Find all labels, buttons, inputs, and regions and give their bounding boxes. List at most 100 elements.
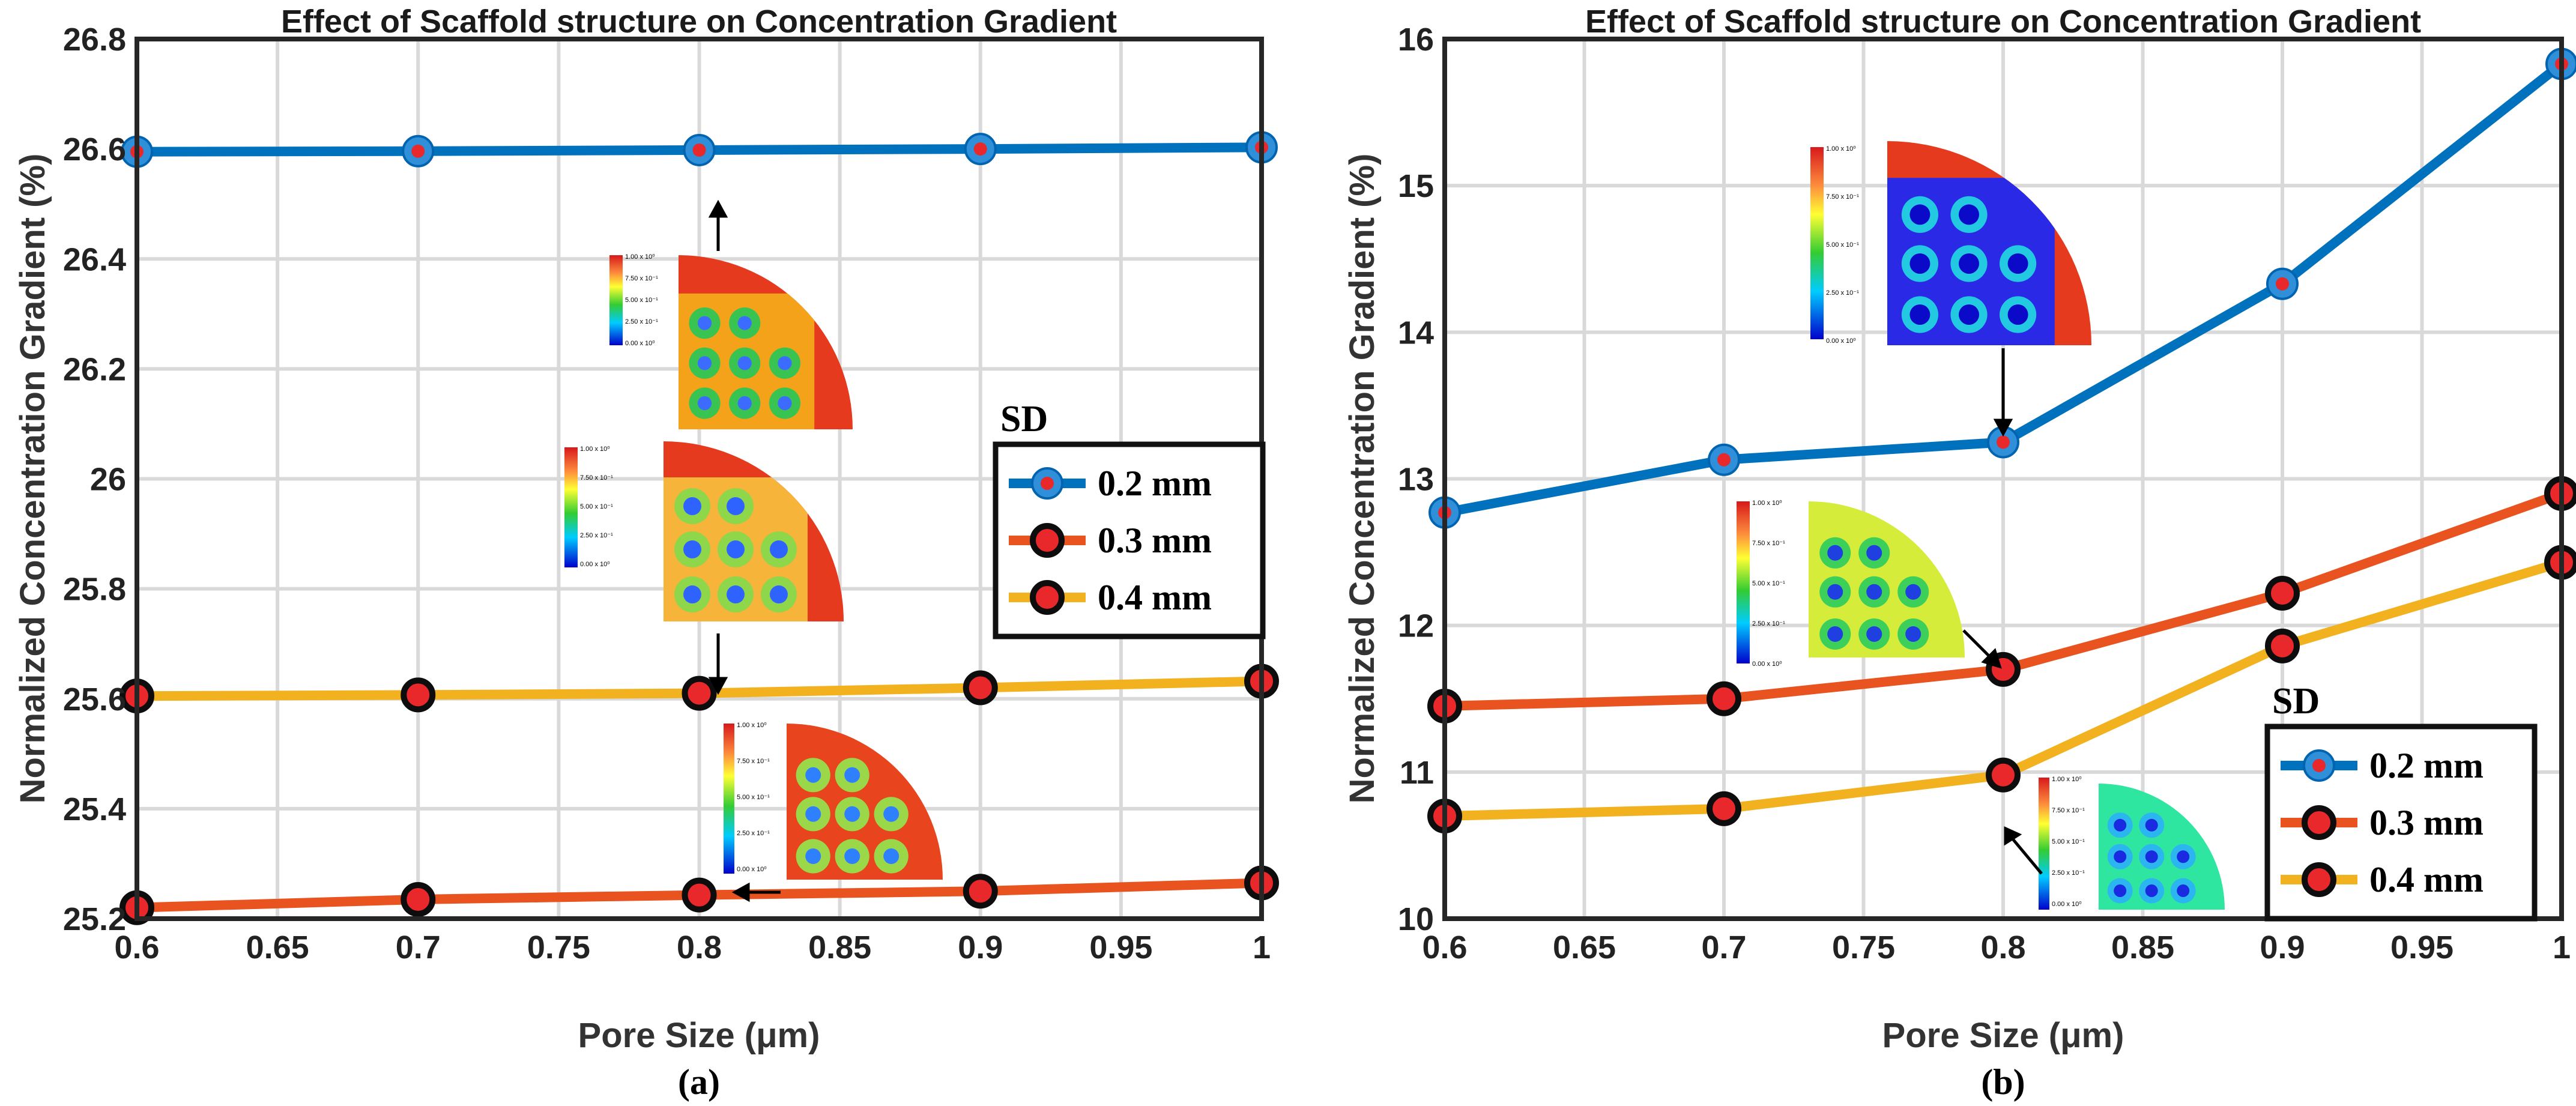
- simulation-inset-a1: 1.00 x 10⁰ 7.50 x 10⁻¹ 5.00 x 10⁻¹ 2.50 …: [609, 253, 853, 429]
- colorbar-b2: [1737, 501, 1750, 663]
- y-tick-label: 11: [1400, 755, 1434, 791]
- colorbar-label: 5.00 x 10⁻¹: [2052, 838, 2085, 845]
- y-tick-label: 26.2: [63, 351, 126, 387]
- data-point: [1707, 681, 1741, 716]
- legend-marker-center: [1041, 477, 1054, 490]
- x-tick-label: 0.85: [2111, 929, 2174, 965]
- colorbar-label: 5.00 x 10⁻¹: [1826, 241, 1859, 249]
- colorbar-label: 2.50 x 10⁻¹: [2052, 869, 2085, 877]
- colorbar-label: 1.00 x 10⁰: [625, 253, 655, 261]
- colorbar-label: 2.50 x 10⁻¹: [580, 532, 613, 539]
- y-tick-label: 14: [1398, 315, 1434, 351]
- x-tick-label: 0.65: [1553, 929, 1616, 965]
- x-tick-label: 0.7: [396, 929, 441, 965]
- panel-caption-b: (b): [1981, 1062, 2025, 1102]
- colorbar-b1: [1810, 147, 1824, 339]
- x-axis-label-a: Pore Size (μm): [578, 1016, 820, 1055]
- simulation-inset-b1: 1.00 x 10⁰ 7.50 x 10⁻¹ 5.00 x 10⁻¹ 2.50 …: [1810, 141, 2091, 345]
- y-tick-label: 25.6: [63, 681, 126, 718]
- colorbar-label: 5.00 x 10⁻¹: [580, 503, 613, 510]
- arrowhead-b1: [1993, 419, 2013, 437]
- legend-entry-label: 0.3 mm: [2369, 803, 2484, 842]
- x-tick-label: 0.8: [1980, 929, 2025, 965]
- x-axis-label-b: Pore Size (μm): [1882, 1016, 2124, 1055]
- data-point: [963, 670, 998, 706]
- colorbar-label: 2.50 x 10⁻¹: [1826, 289, 1859, 297]
- legend-entry-label: 0.4 mm: [2369, 860, 2484, 899]
- colorbar-label: 7.50 x 10⁻¹: [625, 275, 658, 282]
- ticks-a: 0.6 0.65 0.7 0.75 0.8 0.85 0.9 0.95 1 25.2 25.4 25.…: [63, 22, 1271, 965]
- colorbar-label: 0.00 x 10⁰: [2052, 901, 2082, 908]
- scaffold-quarter-a1: [679, 255, 853, 429]
- chart-title-a: Effect of Scaffold structure on Concentr…: [281, 4, 1117, 40]
- y-tick-label: 25.8: [63, 572, 126, 608]
- data-point: [401, 677, 436, 713]
- colorbar-b3: [2039, 778, 2049, 910]
- colorbar-label: 0.00 x 10⁰: [1826, 337, 1856, 345]
- data-point: [2265, 575, 2300, 611]
- colorbar-label: 0.00 x 10⁰: [1752, 660, 1782, 668]
- data-point: [963, 874, 998, 909]
- data-point-center: [973, 142, 987, 156]
- data-point-center: [2276, 277, 2289, 291]
- x-tick-label: 0.7: [1701, 929, 1746, 965]
- scaffold-quarter-a3: [787, 724, 943, 880]
- x-tick-label: 0.85: [808, 929, 871, 965]
- legend-a: SD 0.2 mm 0.3 mm 0.4 mm: [993, 399, 1266, 639]
- arrowhead-b2: [1981, 648, 2002, 669]
- simulation-inset-b2: 1.00 x 10⁰ 7.50 x 10⁻¹ 5.00 x 10⁻¹ 2.50 …: [1737, 500, 1965, 668]
- legend-entry-label: 0.3 mm: [1098, 521, 1212, 560]
- simulation-inset-a2: 1.00 x 10⁰ 7.50 x 10⁻¹ 5.00 x 10⁻¹ 2.50 …: [564, 441, 844, 621]
- colorbar-a2: [564, 447, 578, 567]
- data-point: [682, 675, 717, 711]
- legend-marker: [1030, 523, 1065, 558]
- insets-b: 1.00 x 10⁰ 7.50 x 10⁻¹ 5.00 x 10⁻¹ 2.50 …: [1737, 141, 2225, 910]
- y-tick-label: 13: [1398, 462, 1434, 498]
- arrow-b3: [2010, 836, 2043, 875]
- scaffold-quarter-b1: [1887, 141, 2091, 345]
- data-point: [1986, 757, 2021, 793]
- y-tick-label: 26: [90, 462, 126, 498]
- legend-entry-label: 0.2 mm: [1098, 464, 1212, 503]
- colorbar-label: 1.00 x 10⁰: [737, 722, 767, 729]
- chart-panel-a: 1.00 x 10⁰ 7.50 x 10⁻¹ 5.00 x 10⁻¹ 2.50 …: [13, 4, 1279, 1102]
- y-tick-label: 26.8: [63, 22, 126, 58]
- legend-marker: [1030, 580, 1065, 615]
- insets-a: 1.00 x 10⁰ 7.50 x 10⁻¹ 5.00 x 10⁻¹ 2.50 …: [564, 199, 943, 902]
- y-tick-label: 26.4: [63, 241, 126, 277]
- chart-panel-b: 1.00 x 10⁰ 7.50 x 10⁻¹ 5.00 x 10⁻¹ 2.50 …: [1343, 4, 2576, 1102]
- y-tick-label: 15: [1398, 168, 1434, 204]
- scaffold-quarter-a2: [664, 441, 844, 621]
- colorbar-label: 1.00 x 10⁰: [1826, 145, 1856, 153]
- arrow-b2: [1962, 629, 1994, 660]
- y-axis-label-a: Normalized Concentration Gradient (%): [13, 154, 52, 804]
- colorbar-label: 7.50 x 10⁻¹: [2052, 807, 2085, 814]
- colorbar-a3: [724, 724, 734, 874]
- legend-title-b: SD: [2272, 681, 2320, 722]
- arrowhead-a1: [708, 199, 728, 218]
- chart-title-b: Effect of Scaffold structure on Concentr…: [1585, 4, 2421, 40]
- x-tick-label: 0.65: [246, 929, 309, 965]
- colorbar-label: 5.00 x 10⁻¹: [625, 297, 658, 304]
- colorbar-label: 7.50 x 10⁻¹: [737, 758, 770, 765]
- y-tick-label: 25.2: [63, 901, 126, 937]
- colorbar-label: 1.00 x 10⁰: [1752, 500, 1782, 507]
- y-tick-label: 25.4: [63, 791, 126, 827]
- simulation-inset-b3: 1.00 x 10⁰ 7.50 x 10⁻¹ 5.00 x 10⁻¹ 2.50 …: [2039, 776, 2225, 910]
- colorbar-label: 2.50 x 10⁻¹: [737, 830, 770, 837]
- arrowhead-a3: [731, 882, 750, 902]
- x-tick-label: 0.75: [1832, 929, 1895, 965]
- data-point-center: [411, 144, 425, 158]
- simulation-inset-a3: 1.00 x 10⁰ 7.50 x 10⁻¹ 5.00 x 10⁻¹ 2.50 …: [724, 722, 943, 880]
- x-tick-label: 0.8: [677, 929, 722, 965]
- colorbar-label: 7.50 x 10⁻¹: [1752, 540, 1785, 547]
- y-tick-label: 26.6: [63, 131, 126, 168]
- legend-marker-center: [2312, 759, 2326, 772]
- colorbar-label: 2.50 x 10⁻¹: [625, 318, 658, 325]
- legend-b: SD 0.2 mm 0.3 mm 0.4 mm: [2264, 681, 2538, 922]
- colorbar-label: 0.00 x 10⁰: [625, 340, 655, 347]
- y-tick-label: 16: [1398, 22, 1434, 58]
- legend-title-a: SD: [1000, 399, 1048, 440]
- data-point: [2265, 628, 2300, 663]
